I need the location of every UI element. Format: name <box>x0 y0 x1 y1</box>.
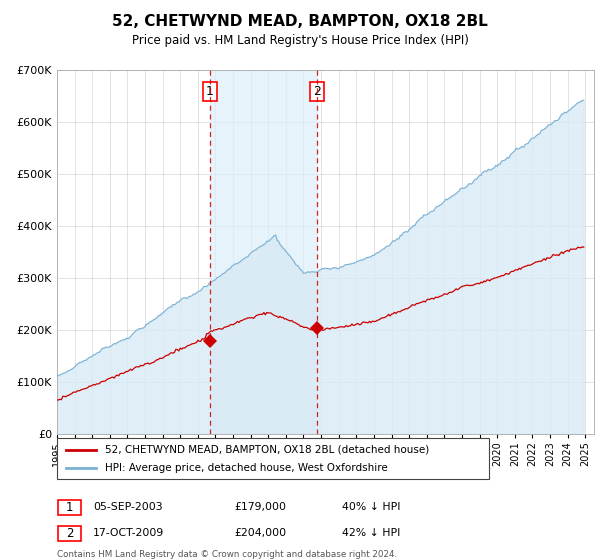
Text: £179,000: £179,000 <box>234 502 286 512</box>
Text: 05-SEP-2003: 05-SEP-2003 <box>93 502 163 512</box>
Text: Price paid vs. HM Land Registry's House Price Index (HPI): Price paid vs. HM Land Registry's House … <box>131 34 469 46</box>
FancyBboxPatch shape <box>57 438 489 479</box>
Text: 17-OCT-2009: 17-OCT-2009 <box>93 528 164 538</box>
Text: 2: 2 <box>313 85 322 99</box>
Text: 42% ↓ HPI: 42% ↓ HPI <box>342 528 400 538</box>
Text: 52, CHETWYND MEAD, BAMPTON, OX18 2BL: 52, CHETWYND MEAD, BAMPTON, OX18 2BL <box>112 14 488 29</box>
Text: £204,000: £204,000 <box>234 528 286 538</box>
Text: 40% ↓ HPI: 40% ↓ HPI <box>342 502 401 512</box>
Bar <box>209 70 317 434</box>
Text: 52, CHETWYND MEAD, BAMPTON, OX18 2BL (detached house): 52, CHETWYND MEAD, BAMPTON, OX18 2BL (de… <box>104 445 429 455</box>
Text: 1: 1 <box>206 85 214 99</box>
Text: HPI: Average price, detached house, West Oxfordshire: HPI: Average price, detached house, West… <box>104 463 387 473</box>
Text: 2: 2 <box>66 527 73 540</box>
Text: Contains HM Land Registry data © Crown copyright and database right 2024.
This d: Contains HM Land Registry data © Crown c… <box>57 550 397 560</box>
FancyBboxPatch shape <box>58 526 81 541</box>
FancyBboxPatch shape <box>58 500 81 515</box>
Text: 1: 1 <box>66 501 73 514</box>
